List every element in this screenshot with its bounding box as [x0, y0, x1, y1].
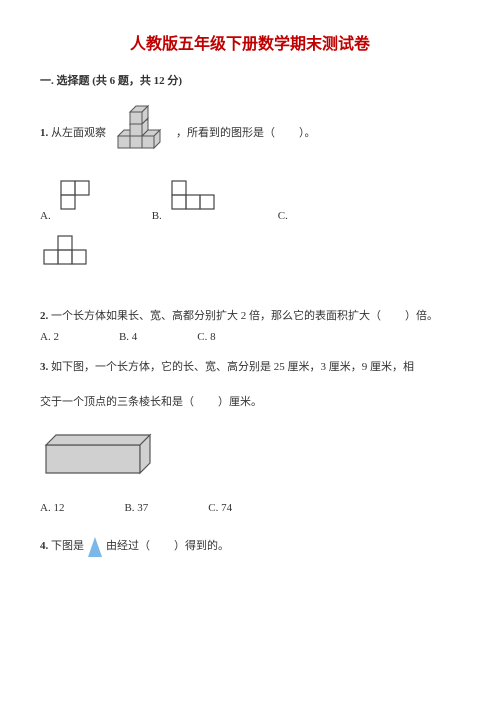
- q1-post-text: ，所看到的图形是（: [176, 127, 275, 139]
- q3-number: 3.: [40, 361, 48, 373]
- q3-end: ）厘米。: [218, 396, 262, 408]
- q3-text2: 交于一个顶点的三条棱长和是（: [40, 396, 194, 408]
- q2-option-c: C. 8: [197, 331, 215, 343]
- triangle-icon: [88, 537, 102, 557]
- question-2: 2. 一个长方体如果长、宽、高都分别扩大 2 倍，那么它的表面积扩大（ ）倍。 A…: [40, 306, 460, 343]
- q1-cube-figure: [110, 102, 172, 165]
- q2-end: ）倍。: [405, 310, 438, 322]
- question-1: 1. 从左面观察: [40, 102, 460, 282]
- q2-text: 一个长方体如果长、宽、高都分别扩大 2 倍，那么它的表面积扩大（: [51, 310, 381, 322]
- q3-text1: 如下图，一个长方体，它的长、宽、高分别是 25 厘米，3 厘米，9 厘米，相: [51, 361, 414, 373]
- q1-option-c: C.: [278, 210, 398, 222]
- q1-b-label: B.: [152, 210, 162, 222]
- q2-option-a: A. 2: [40, 331, 59, 343]
- exam-title: 人教版五年级下册数学期末测试卷: [40, 30, 460, 54]
- q1-extra-shape: [40, 232, 460, 282]
- q4-pre: 下图是: [51, 536, 84, 557]
- q1-b-shape-icon: [168, 177, 228, 222]
- q2-option-b: B. 4: [119, 331, 137, 343]
- question-4: 4. 下图是 由经过（ ）得到的。: [40, 536, 460, 557]
- q3-option-a: A. 12: [40, 502, 64, 514]
- q1-number: 1.: [40, 127, 48, 139]
- q4-number: 4.: [40, 536, 48, 557]
- q1-c-label: C.: [278, 210, 288, 222]
- q1-a-label: A.: [40, 210, 51, 222]
- q3-cuboid-figure: [40, 431, 460, 484]
- q3-option-b: B. 37: [124, 502, 148, 514]
- q1-a-shape-icon: [57, 177, 102, 222]
- q1-option-b: B.: [152, 177, 228, 222]
- q4-mid: 由经过（: [106, 536, 150, 557]
- q4-end: ）得到的。: [174, 536, 229, 557]
- q1-end-text: ）。: [299, 127, 316, 139]
- question-3: 3. 如下图，一个长方体，它的长、宽、高分别是 25 厘米，3 厘米，9 厘米，…: [40, 357, 460, 514]
- q2-number: 2.: [40, 310, 48, 322]
- section-1-header: 一. 选择题 (共 6 题，共 12 分): [40, 72, 460, 88]
- q3-option-c: C. 74: [208, 502, 232, 514]
- q1-pre-text: 从左面观察: [51, 127, 106, 139]
- q1-option-a: A.: [40, 177, 102, 222]
